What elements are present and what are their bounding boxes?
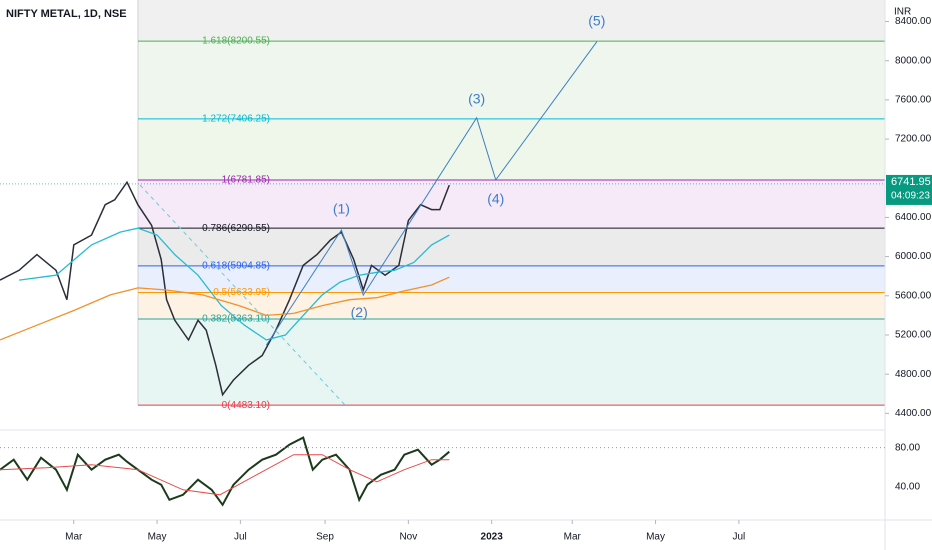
fib-band: [138, 0, 885, 42]
fib-band: [138, 118, 885, 181]
fib-label: 0.618(5904.85): [202, 261, 270, 272]
wave-label: (1): [333, 201, 350, 217]
fib-label: 0.382(5363.10): [202, 314, 270, 325]
wave-path: [265, 41, 598, 346]
y-tick-label: 8000.00: [895, 55, 932, 66]
trend-line: [139, 184, 346, 406]
y-tick-label: 8400.00: [895, 16, 932, 27]
wave-label: (2): [351, 304, 368, 320]
price-badge: [886, 174, 932, 205]
fib-band: [138, 318, 885, 406]
x-tick-label: 2023: [481, 532, 504, 543]
fib-label: 1.272(7406.25): [202, 114, 270, 125]
y-tick-label: 7600.00: [895, 95, 932, 106]
chart-title: NIFTY METAL, 1D, NSE: [6, 8, 127, 20]
wave-label: (3): [468, 91, 485, 107]
fib-band: [138, 180, 885, 229]
fib-band: [138, 265, 885, 293]
x-tick-label: Sep: [316, 532, 334, 543]
fib-label: 0.786(6290.55): [202, 223, 270, 234]
x-tick-label: May: [646, 532, 665, 543]
y-tick-label: 6400.00: [895, 212, 932, 223]
x-tick-label: Mar: [564, 532, 582, 543]
rsi-tick-label: 40.00: [895, 481, 920, 492]
x-tick-label: Jul: [234, 532, 247, 543]
x-tick-label: Mar: [65, 532, 83, 543]
y-tick-label: 4400.00: [895, 408, 932, 419]
wave-label: (4): [487, 191, 504, 207]
series-line: [0, 276, 450, 341]
price-label: 6741.95: [891, 176, 931, 188]
fib-band: [138, 41, 885, 119]
fib-band: [138, 228, 885, 266]
countdown: 04:09:23: [891, 191, 930, 202]
y-tick-label: 6000.00: [895, 251, 932, 262]
series-line: [0, 436, 450, 507]
x-tick-label: Jul: [732, 532, 745, 543]
y-tick-label: 7200.00: [895, 134, 932, 145]
series-line: [19, 227, 450, 341]
fib-label: 0.5(5633.95): [213, 287, 270, 298]
x-tick-label: May: [148, 532, 167, 543]
x-tick-label: Nov: [399, 532, 417, 543]
y-tick-label: 5200.00: [895, 330, 932, 341]
y-tick-label: 4800.00: [895, 369, 932, 380]
fib-label: 1(6781.85): [222, 175, 270, 186]
fib-label: 0(4483.10): [222, 400, 270, 411]
currency: INR: [894, 7, 911, 18]
wave-label: (5): [588, 12, 605, 28]
series-line: [0, 454, 450, 496]
rsi-tick-label: 80.00: [895, 442, 920, 453]
y-tick-label: 5600.00: [895, 290, 932, 301]
fib-label: 1.618(8200.55): [202, 36, 270, 47]
